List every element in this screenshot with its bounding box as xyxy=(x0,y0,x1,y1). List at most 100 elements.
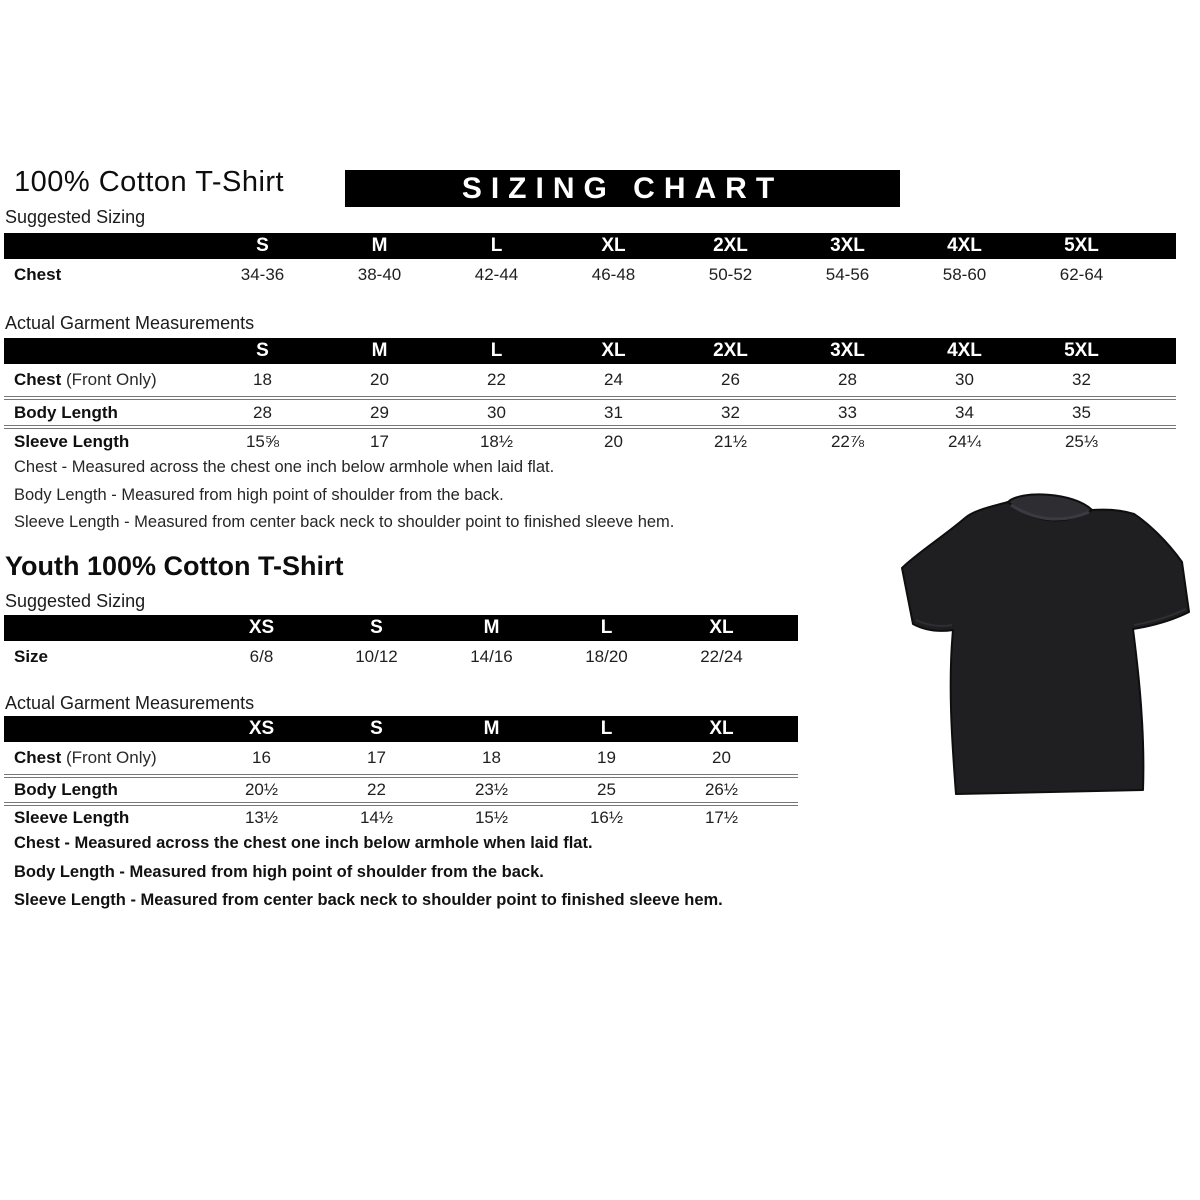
column-header-l: L xyxy=(600,718,613,739)
cell: 31 xyxy=(604,402,623,422)
cell-size-s: 10/12 xyxy=(355,647,398,666)
tshirt-left-sleeve-seam xyxy=(915,619,953,627)
row-label-chest-front-only: Chest (Front Only) xyxy=(4,370,204,390)
cell-size-l: 18/20 xyxy=(585,647,628,666)
table-header-row: XS S M L XL xyxy=(4,615,798,641)
cell: 22 xyxy=(487,370,506,389)
cell: 30 xyxy=(487,402,506,422)
column-header-3xl: 3XL xyxy=(830,235,865,256)
cell: 20 xyxy=(604,431,623,451)
note-chest: Chest - Measured across the chest one in… xyxy=(14,458,555,476)
row-label-sleeve-length: Sleeve Length xyxy=(14,431,130,451)
column-header-s: S xyxy=(370,718,383,739)
column-header-l: L xyxy=(490,340,503,361)
cell: 28 xyxy=(838,370,857,389)
column-header-xs: XS xyxy=(248,718,275,739)
column-header-2xl: 2XL xyxy=(713,235,748,256)
page-title: 100% Cotton T-Shirt xyxy=(14,166,285,198)
table-row-chest-front-only: Chest (Front Only) 18 20 22 24 26 28 30 … xyxy=(4,364,1176,400)
column-header-m: M xyxy=(371,235,388,256)
cell: 22 xyxy=(367,780,386,799)
column-header-5xl: 5XL xyxy=(1064,235,1099,256)
sizing-chart-banner: SIZING CHART xyxy=(345,170,900,207)
tshirt-photo xyxy=(896,484,1196,806)
youth-measurement-notes: Chest - Measured across the chest one in… xyxy=(14,834,723,920)
cell-size-m: 14/16 xyxy=(470,647,513,666)
cell: 20 xyxy=(712,748,731,767)
cell: 14½ xyxy=(359,808,394,827)
column-header-4xl: 4XL xyxy=(947,235,982,256)
column-header-xl: XL xyxy=(709,617,734,638)
row-label-suffix: (Front Only) xyxy=(61,748,157,767)
note-sleeve-length: Sleeve Length - Measured from center bac… xyxy=(14,513,675,531)
cell: 17½ xyxy=(704,808,739,827)
cell-chest-m: 38-40 xyxy=(357,265,402,284)
cell: 17 xyxy=(370,431,389,451)
column-header-4xl: 4XL xyxy=(947,340,982,361)
column-header-m: M xyxy=(371,340,388,361)
cell-chest-l: 42-44 xyxy=(474,265,519,284)
header-spacer xyxy=(4,615,204,641)
youth-actual-measurements-label: Actual Garment Measurements xyxy=(5,693,255,713)
cell: 15½ xyxy=(474,808,509,827)
column-header-xl: XL xyxy=(709,718,734,739)
cell: 24 xyxy=(604,370,623,389)
column-header-m: M xyxy=(483,617,500,638)
table-row-body-length: Body Length 20½ 22 23½ 25 26½ xyxy=(4,778,798,806)
table-row-sleeve-length: Sleeve Length 13½ 14½ 15½ 16½ 17½ xyxy=(4,806,798,830)
note-body-length: Body Length - Measured from high point o… xyxy=(14,862,544,881)
cell: 25⅓ xyxy=(1064,431,1099,451)
cell: 21½ xyxy=(713,431,748,451)
column-header-xs: XS xyxy=(248,617,275,638)
cell: 15⅝ xyxy=(245,431,280,451)
note-chest: Chest - Measured across the chest one in… xyxy=(14,834,593,852)
adult-suggested-sizing-table: S M L XL 2XL 3XL 4XL 5XL Chest 34-36 38-… xyxy=(4,233,1176,291)
cell-chest-2xl: 50-52 xyxy=(708,265,753,284)
cell: 26½ xyxy=(704,780,739,799)
youth-title: Youth 100% Cotton T-Shirt xyxy=(5,551,344,581)
row-label-body-length: Body Length xyxy=(14,402,118,422)
row-label-main: Chest xyxy=(14,748,62,767)
cell: 20½ xyxy=(244,780,279,799)
column-header-xl: XL xyxy=(601,235,626,256)
cell: 16 xyxy=(252,748,271,767)
header-spacer xyxy=(4,338,204,364)
row-label-chest: Chest xyxy=(14,265,62,284)
table-row-chest: Chest 34-36 38-40 42-44 46-48 50-52 54-5… xyxy=(4,259,1176,291)
row-label-chest-front-only: Chest (Front Only) xyxy=(4,748,204,768)
column-header-l: L xyxy=(600,617,613,638)
column-header-xl: XL xyxy=(601,340,626,361)
row-label-suffix: (Front Only) xyxy=(61,370,157,389)
cell-chest-xl: 46-48 xyxy=(591,265,636,284)
note-body-length: Body Length - Measured from high point o… xyxy=(14,485,504,504)
header-spacer xyxy=(4,233,204,259)
header-spacer xyxy=(4,716,204,742)
cell: 18 xyxy=(482,748,501,767)
cell: 23½ xyxy=(474,780,509,799)
row-label-sleeve-length: Sleeve Length xyxy=(14,808,130,827)
cell: 13½ xyxy=(244,808,279,827)
tshirt-right-sleeve-seam xyxy=(1133,608,1187,626)
youth-actual-measurements-table: XS S M L XL Chest (Front Only) 16 17 18 … xyxy=(4,716,798,830)
table-row-body-length: Body Length 28 29 30 31 32 33 34 35 xyxy=(4,400,1176,429)
cell: 32 xyxy=(1072,370,1091,389)
cell-chest-s: 34-36 xyxy=(240,265,285,284)
column-header-3xl: 3XL xyxy=(830,340,865,361)
cell: 18½ xyxy=(479,431,514,451)
table-header-row: XS S M L XL xyxy=(4,716,798,742)
row-label-main: Chest xyxy=(14,370,62,389)
cell-chest-3xl: 54-56 xyxy=(825,265,870,284)
youth-suggested-sizing-label: Suggested Sizing xyxy=(5,591,146,611)
cell-size-xs: 6/8 xyxy=(249,647,274,666)
adult-actual-measurements-label: Actual Garment Measurements xyxy=(5,313,255,333)
cell: 22⅞ xyxy=(830,431,865,451)
youth-suggested-sizing-table: XS S M L XL Size 6/8 10/12 14/16 18/20 2… xyxy=(4,615,798,673)
cell: 20 xyxy=(370,370,389,389)
cell: 17 xyxy=(367,748,386,767)
cell: 35 xyxy=(1072,402,1091,422)
column-header-s: S xyxy=(370,617,383,638)
cell: 34 xyxy=(955,402,974,422)
cell: 18 xyxy=(253,370,272,389)
table-row-sleeve-length: Sleeve Length 15⅝ 17 18½ 20 21½ 22⅞ 24¼ … xyxy=(4,429,1176,454)
